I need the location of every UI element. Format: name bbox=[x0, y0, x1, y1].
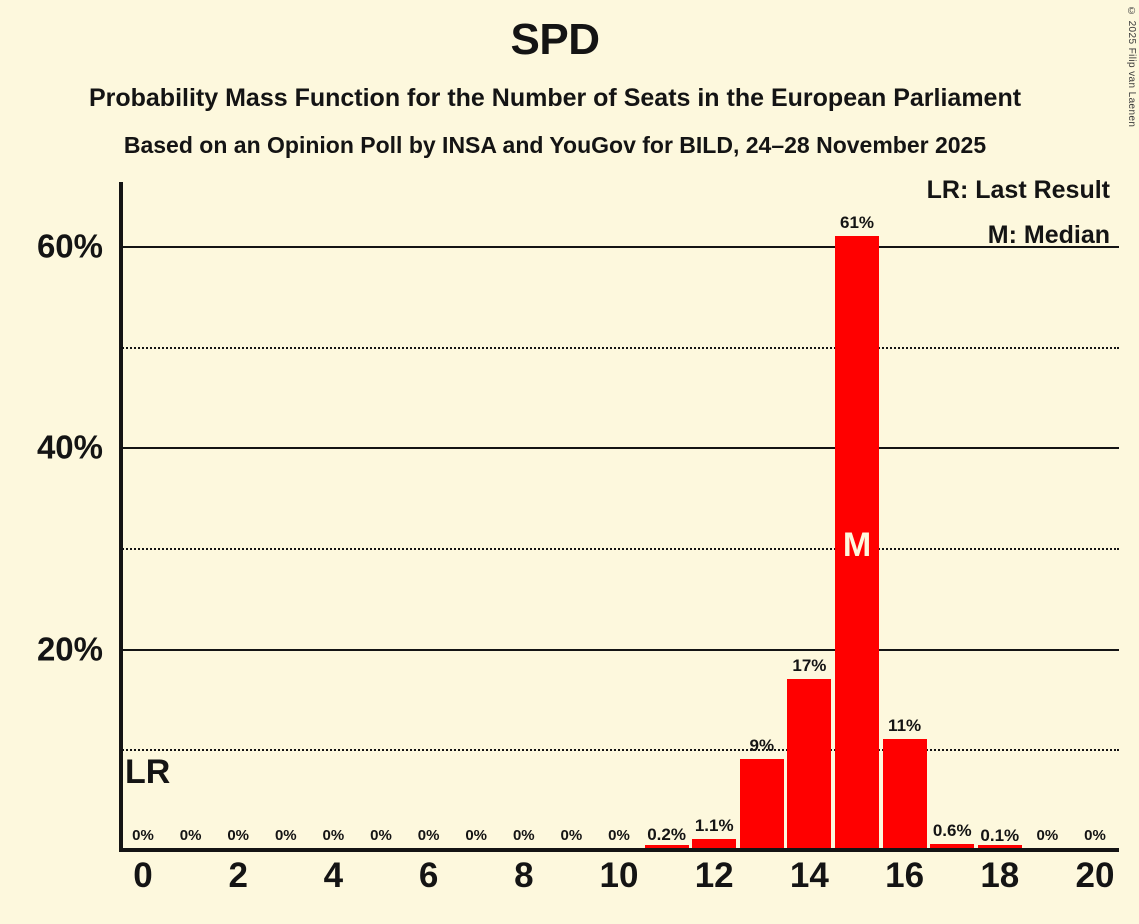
bar-seat-13[interactable] bbox=[739, 759, 784, 850]
bar-value-label-seat-15: 61% bbox=[839, 212, 875, 232]
bar-value-label-seat-7: 0% bbox=[465, 827, 488, 844]
bar-seat-18[interactable] bbox=[977, 845, 1022, 850]
copyright-notice: © 2025 Filip van Laenen bbox=[1126, 6, 1137, 128]
x-axis-tick-6: 6 bbox=[418, 856, 439, 895]
gridline-solid-40 bbox=[119, 447, 1119, 450]
bar-value-label-seat-18: 0.1% bbox=[980, 825, 1020, 845]
chart-subtitle: Probability Mass Function for the Number… bbox=[88, 84, 1022, 112]
bar-value-label-seat-14: 17% bbox=[792, 655, 827, 675]
bar-seat-11[interactable] bbox=[644, 845, 689, 850]
bar-value-label-seat-4: 0% bbox=[322, 827, 345, 844]
bar-value-label-seat-8: 0% bbox=[512, 827, 535, 844]
x-axis-tick-14: 14 bbox=[789, 856, 829, 895]
last-result-marker: LR bbox=[125, 753, 171, 792]
median-marker: M bbox=[842, 526, 872, 564]
bar-value-label-seat-5: 0% bbox=[370, 827, 392, 844]
bar-value-label-seat-6: 0% bbox=[417, 827, 440, 844]
x-axis-tick-2: 2 bbox=[228, 856, 248, 895]
bar-seat-16[interactable] bbox=[882, 739, 927, 850]
page-title: SPD bbox=[510, 15, 600, 64]
x-axis-tick-12: 12 bbox=[694, 856, 734, 895]
legend-item-median: M: Median bbox=[987, 221, 1110, 249]
x-axis-line bbox=[119, 848, 1119, 852]
bar-seat-14[interactable] bbox=[787, 678, 832, 850]
bar-value-label-seat-3: 0% bbox=[274, 827, 297, 844]
bar-seat-17[interactable] bbox=[930, 843, 975, 850]
x-axis-tick-16: 16 bbox=[885, 856, 925, 895]
y-axis-tick-40%: 40% bbox=[36, 428, 103, 466]
x-axis-tick-20: 20 bbox=[1075, 856, 1115, 895]
legend-item-last-result: LR: Last Result bbox=[926, 176, 1110, 204]
bar-value-label-seat-0: 0% bbox=[132, 827, 154, 844]
x-axis-tick-0: 0 bbox=[133, 856, 153, 895]
bar-value-label-seat-2: 0% bbox=[227, 827, 250, 844]
gridline-solid-20 bbox=[119, 648, 1119, 651]
gridline-dotted-50 bbox=[119, 346, 1119, 349]
chart-source-line: Based on an Opinion Poll by INSA and You… bbox=[123, 132, 987, 158]
bar-value-label-seat-13: 9% bbox=[749, 736, 775, 756]
x-axis-tick-4: 4 bbox=[323, 856, 344, 895]
bar-value-label-seat-12: 1.1% bbox=[694, 815, 734, 835]
bar-value-label-seat-10: 0% bbox=[608, 827, 630, 844]
gridline-dotted-30 bbox=[119, 548, 1119, 550]
chart-legend: LR: Last Result M: Median bbox=[927, 178, 1110, 248]
bar-value-label-seat-9: 0% bbox=[560, 827, 583, 844]
bar-value-label-seat-19: 0% bbox=[1036, 827, 1059, 844]
bar-seat-15[interactable] bbox=[835, 235, 879, 850]
y-axis-tick-20%: 20% bbox=[36, 630, 103, 668]
chart-plot-area: 0% 0% 0% 0% 0% 0% 0% 0% 0% 0% 0% 0.2% 1.1% 9% 17% 61% 11… bbox=[37, 182, 1119, 893]
bar-seat-12[interactable] bbox=[692, 838, 737, 850]
y-axis-line bbox=[119, 182, 123, 852]
x-axis-tick-10: 10 bbox=[599, 856, 639, 895]
x-axis-tick-8: 8 bbox=[514, 856, 534, 895]
x-axis-tick-18: 18 bbox=[980, 856, 1020, 895]
y-axis-tick-60%: 60% bbox=[36, 227, 103, 265]
bar-value-label-seat-11: 0.2% bbox=[647, 824, 686, 844]
bar-value-label-seat-16: 11% bbox=[888, 716, 922, 736]
gridline-solid-60 bbox=[119, 246, 1119, 248]
gridline-dotted-10 bbox=[119, 749, 1119, 752]
bar-value-label-seat-20: 0% bbox=[1084, 827, 1106, 844]
bar-value-label-seat-17: 0.6% bbox=[932, 820, 972, 840]
bar-value-label-seat-1: 0% bbox=[179, 827, 202, 844]
